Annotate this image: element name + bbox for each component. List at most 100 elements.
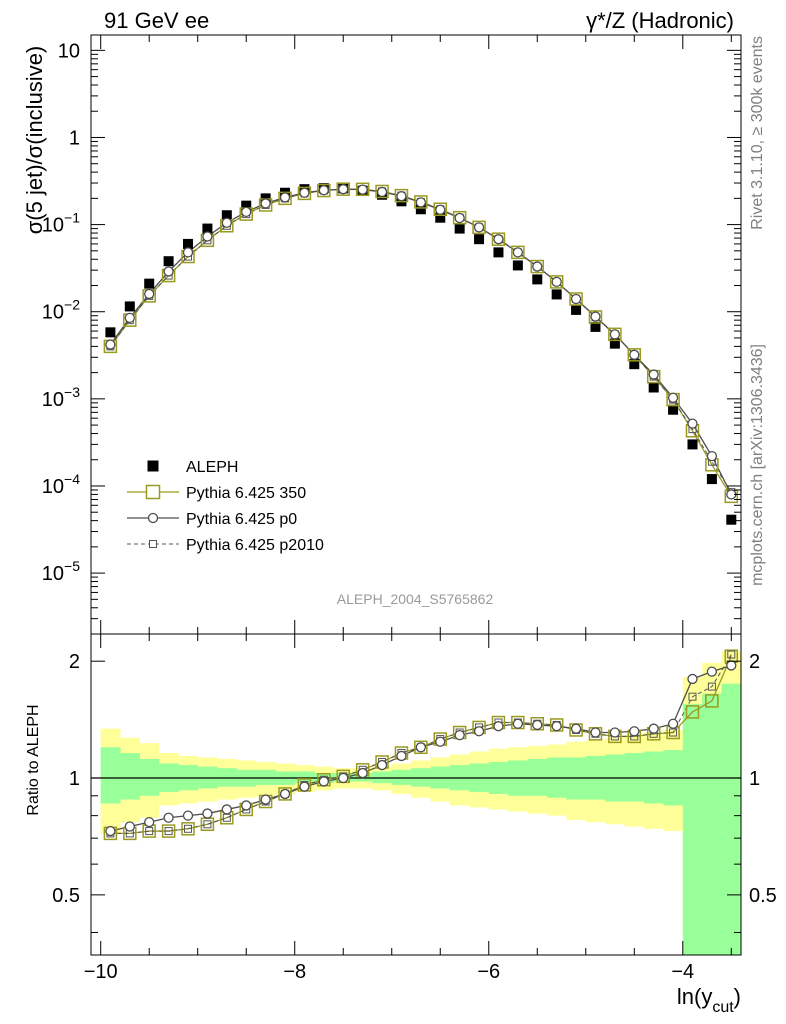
ratio-point-p350 [181, 822, 195, 836]
ratio-point-p0 [396, 750, 407, 762]
main-ylabel: σ(5 jet)/σ(inclusive) [22, 46, 47, 235]
data-point-p0 [338, 184, 349, 195]
ratio-point-p0 [260, 794, 271, 805]
legend-label: Pythia 6.425 350 [186, 485, 306, 502]
data-point-aleph [532, 274, 543, 285]
main-ytick-label: 10−3 [42, 384, 80, 411]
xtick-label: −6 [477, 961, 500, 983]
ratio-point-p0 [473, 726, 485, 737]
ratio-point-p0 [551, 721, 562, 732]
data-point-p0 [687, 418, 698, 429]
data-point-p0 [532, 261, 543, 272]
data-point-p0 [590, 311, 601, 322]
data-point-p0 [551, 276, 562, 288]
ratio-point-p0 [338, 772, 349, 784]
band-green-segment [527, 758, 548, 796]
ratio-ytick-label-left: 2 [69, 651, 80, 673]
xlabel: ln(ycut) [677, 984, 741, 1016]
ratio-point-p0 [124, 821, 135, 832]
ratio-ytick-label-left: 1 [69, 768, 80, 790]
band-green-segment [682, 704, 703, 955]
data-point-p0 [512, 247, 524, 258]
ratio-point-p0 [163, 812, 174, 823]
ratio-point-p350 [705, 694, 719, 708]
main-ytick-label: 10 [58, 40, 80, 62]
data-point-p0 [629, 349, 640, 360]
legend: ALEPH Pythia 6.425 350 Pythia 6.425 p0 Pyth… [127, 459, 324, 554]
ratio-point-p0 [105, 825, 116, 837]
data-point-p0 [415, 197, 427, 208]
ratio-ytick-label-right: 1 [749, 768, 760, 790]
data-point-p350 [530, 259, 545, 274]
data-point-p350 [452, 210, 467, 225]
data-point-aleph [241, 200, 252, 211]
ratio-point-p0 [629, 726, 640, 737]
data-point-p350 [472, 220, 486, 235]
legend-label: ALEPH [186, 459, 238, 476]
data-point-aleph [105, 327, 116, 338]
ratio-point-p0 [570, 723, 582, 734]
ratio-point-p350 [278, 787, 292, 801]
main-ytick-label: 10−2 [42, 297, 80, 324]
ratio-point-p2010 [184, 824, 193, 833]
legend-marker-p350 [145, 484, 161, 500]
ratio-point-p0 [590, 727, 601, 738]
data-point-aleph [183, 238, 194, 249]
ratio-point-p0 [726, 660, 737, 671]
ratio-point-p350 [161, 824, 176, 838]
data-point-p0 [570, 293, 582, 305]
data-point-aleph [706, 474, 717, 485]
data-point-aleph [512, 260, 523, 271]
data-point-p0 [357, 184, 368, 195]
ratio-point-p0 [706, 666, 718, 677]
data-point-aleph [590, 321, 601, 332]
data-point-aleph [493, 247, 504, 258]
data-point-p0 [376, 186, 388, 198]
data-point-p350 [414, 195, 428, 209]
ratio-point-p0 [532, 719, 543, 731]
data-point-p0 [667, 392, 679, 403]
data-point-p0 [609, 329, 621, 340]
data-point-p0 [454, 212, 465, 224]
data-point-aleph [648, 382, 659, 393]
ratio-uncertainty-bands [91, 651, 742, 955]
xtick-label: −8 [283, 961, 306, 983]
band-green-segment [624, 753, 645, 802]
band-green-segment [391, 769, 412, 785]
data-point-p0 [241, 206, 252, 218]
data-point-p0 [435, 204, 446, 215]
legend-marker-aleph [147, 460, 159, 472]
band-green-segment [120, 753, 140, 800]
ratio-point-p2010 [707, 682, 716, 691]
ratio-frame [90, 633, 742, 956]
ratio-point-p0 [667, 718, 679, 729]
data-point-p350 [491, 232, 506, 246]
data-point-p0 [260, 198, 271, 209]
data-point-p0 [105, 339, 116, 350]
data-point-aleph [474, 234, 485, 245]
data-point-p350 [375, 184, 389, 199]
ratio-point-p0 [376, 759, 388, 771]
band-green-segment [139, 758, 160, 796]
band-green-segment [294, 771, 315, 784]
data-point-p0 [124, 312, 135, 324]
band-green-segment [721, 683, 742, 955]
data-point-aleph [629, 359, 640, 370]
data-point-p0 [221, 217, 232, 228]
ratio-point-p350 [414, 740, 428, 755]
data-point-aleph [726, 514, 737, 525]
ratio-ytick-label-left: 0.5 [52, 885, 80, 907]
ratio-point-p2010 [727, 650, 736, 659]
data-point-aleph [124, 301, 135, 312]
ratio-point-p0 [687, 673, 698, 685]
ratio-point-p2010 [145, 827, 154, 836]
ratio-point-p0 [299, 781, 310, 792]
ratio-point-p0 [493, 721, 504, 732]
data-point-aleph [415, 204, 426, 215]
data-point-aleph [571, 304, 582, 315]
data-point-aleph [551, 289, 562, 300]
header-right: γ*/Z (Hadronic) [586, 8, 734, 33]
legend-label: Pythia 6.425 p0 [186, 511, 297, 528]
data-point-aleph [668, 404, 679, 415]
data-point-p350 [588, 310, 603, 324]
